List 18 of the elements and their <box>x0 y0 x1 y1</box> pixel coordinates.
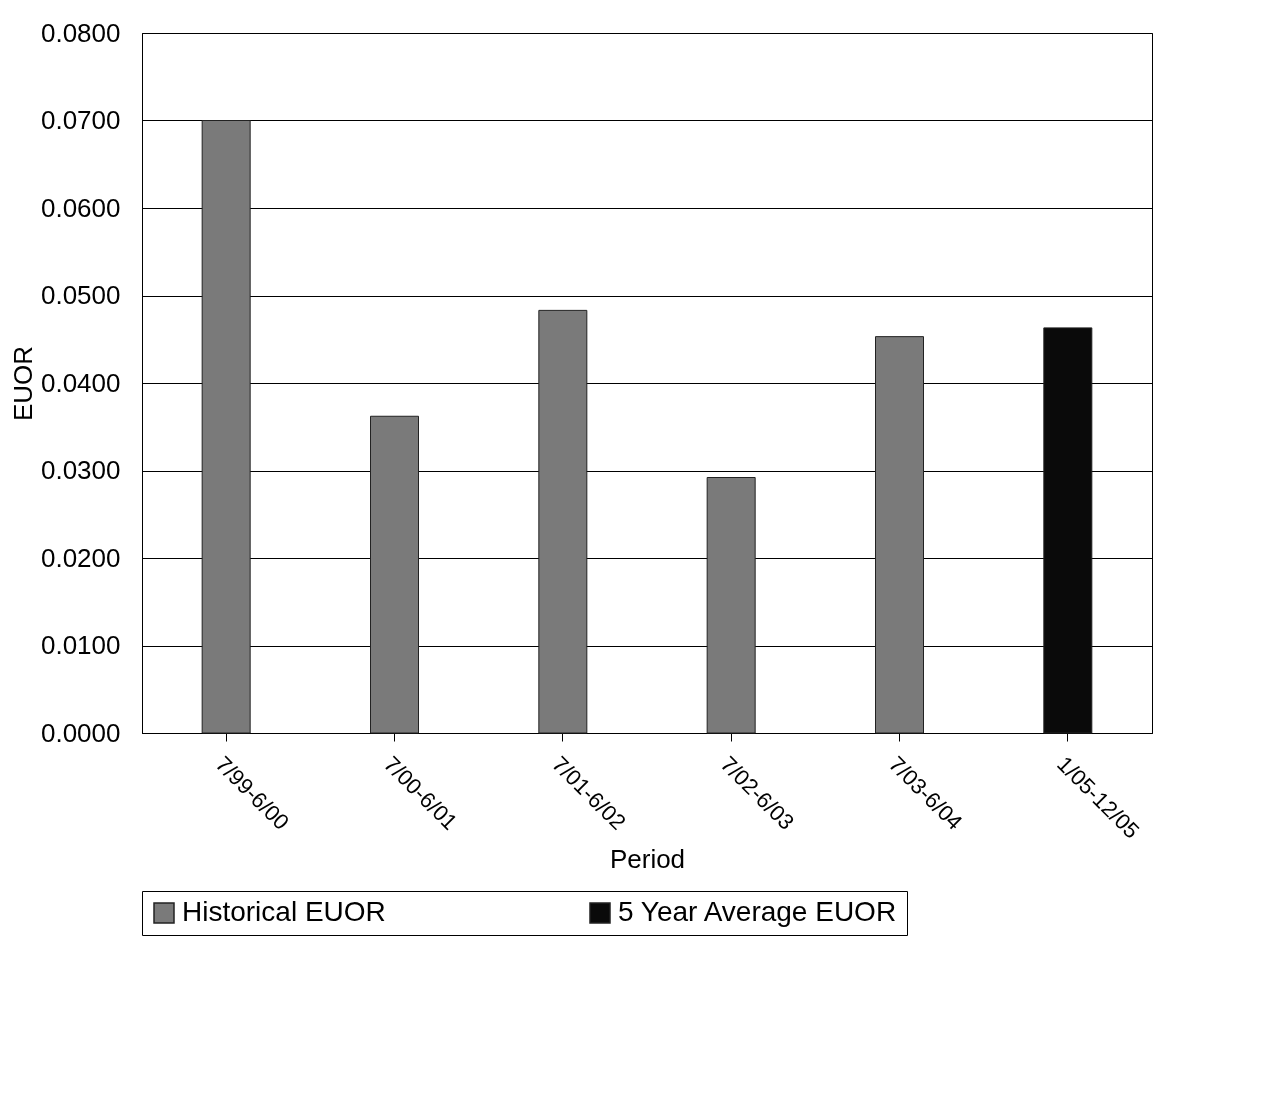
y-tick-label: 0.0300 <box>40 455 121 485</box>
y-tick-label: 0.0000 <box>40 717 121 748</box>
y-tick-label: 0.0500 <box>40 280 121 310</box>
bar <box>706 477 756 734</box>
y-tick-label: 0.0600 <box>40 192 121 223</box>
y-tick-label: 0.0800 <box>40 17 121 48</box>
legend-label: Historical EUOR <box>182 896 386 927</box>
bar <box>538 309 588 734</box>
y-tick-label: 0.0700 <box>40 105 121 135</box>
bar <box>875 336 924 734</box>
bar <box>201 120 251 734</box>
x-axis-title: Period <box>609 843 686 874</box>
legend-label: 5 Year Average EUOR <box>618 896 897 927</box>
y-tick-label: 0.0200 <box>40 542 121 573</box>
y-tick-label: 0.0400 <box>40 367 121 398</box>
bar <box>370 415 419 734</box>
y-tick-label: 0.0100 <box>40 630 121 660</box>
y-axis-title: EUOR <box>7 345 38 422</box>
